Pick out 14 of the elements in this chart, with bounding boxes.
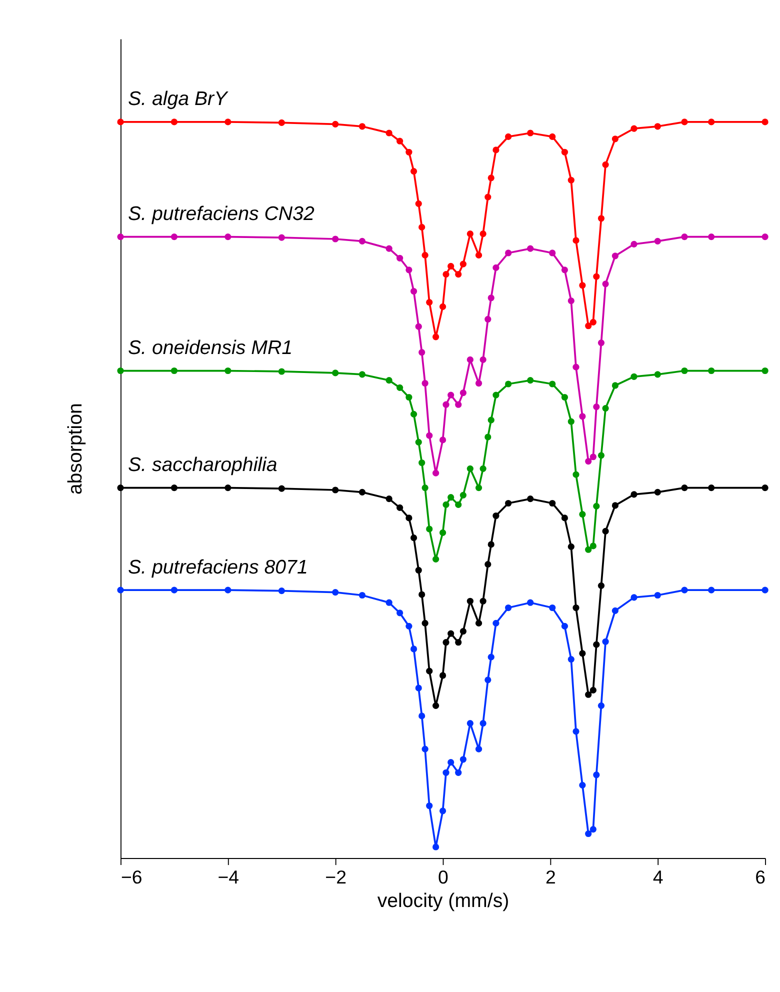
x-tick-label: −6 [120,866,142,888]
series-label: S. saccharophilia [128,454,278,476]
x-axis-title: velocity (mm/s) [377,890,510,912]
x-tick-label: −2 [325,866,346,888]
series-label: S. alga BrY [128,88,230,110]
x-tick-label: 4 [652,866,664,888]
x-tick-label: 0 [438,866,448,888]
x-tick-label: −4 [218,866,240,888]
x-tick-label: 2 [545,866,556,888]
y-axis-title: absorption [64,403,87,495]
series-label: S. oneidensis MR1 [128,336,293,359]
x-tick-label: 6 [755,866,766,888]
series-label: S. putrefaciens 8071 [128,556,308,578]
series-label: S. putrefaciens CN32 [128,202,314,225]
